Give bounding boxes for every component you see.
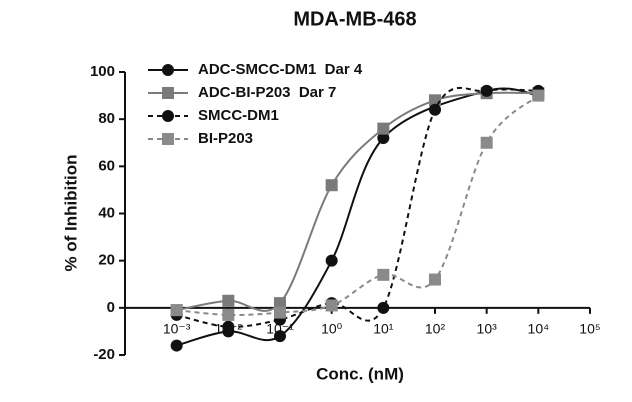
data-point [274, 306, 286, 319]
legend-marker [162, 64, 174, 76]
chart-title: MDA-MB-468 [293, 8, 416, 30]
legend-label: BI-P203 [198, 130, 253, 147]
data-point [170, 339, 183, 352]
x-axis-label: Conc. (nM) [316, 364, 404, 383]
legend-label: SMCC-DM1 [198, 107, 279, 124]
x-tick-label: 10² [425, 321, 446, 337]
data-point [429, 103, 441, 116]
data-point [480, 136, 493, 149]
data-point [274, 297, 286, 310]
x-tick-label: 10⁻³ [163, 321, 191, 337]
legend-marker [162, 133, 174, 145]
series-line [176, 91, 539, 312]
legend-marker [162, 110, 174, 122]
data-point [222, 308, 235, 321]
data-point [222, 320, 235, 333]
data-point [274, 330, 286, 343]
data-point [325, 299, 338, 312]
data-point [325, 254, 338, 267]
legend-label: ADC-SMCC-DM1 Dar 4 [198, 61, 363, 78]
x-tick-label: 10⁰ [321, 321, 343, 337]
y-tick-label: 80 [98, 110, 115, 127]
data-point [377, 268, 390, 281]
x-tick-label: 10⁴ [528, 321, 550, 337]
series-line [176, 94, 540, 316]
data-point [532, 89, 545, 102]
data-point [429, 273, 441, 286]
y-tick-label: 0 [107, 299, 115, 316]
y-tick-label: 60 [98, 157, 115, 174]
y-tick-label: 40 [98, 204, 115, 221]
y-axis-label: % of Inhibition [61, 154, 80, 271]
y-tick-label: -20 [93, 346, 115, 363]
x-tick-label: 10⁵ [579, 321, 600, 337]
data-point [170, 304, 183, 317]
x-tick-label: 10¹ [373, 321, 394, 337]
data-point [377, 132, 390, 145]
data-point [377, 301, 390, 314]
legend-marker [162, 87, 174, 99]
data-point [377, 122, 390, 135]
data-point [222, 294, 235, 307]
y-tick-label: 100 [90, 63, 115, 80]
x-tick-label: 10³ [477, 321, 498, 337]
legend-label: ADC-BI-P203 Dar 7 [198, 84, 336, 101]
y-tick-label: 20 [98, 252, 115, 269]
data-point [480, 84, 493, 97]
data-point [325, 179, 338, 192]
x-tick-label: 10⁻¹ [266, 321, 294, 337]
